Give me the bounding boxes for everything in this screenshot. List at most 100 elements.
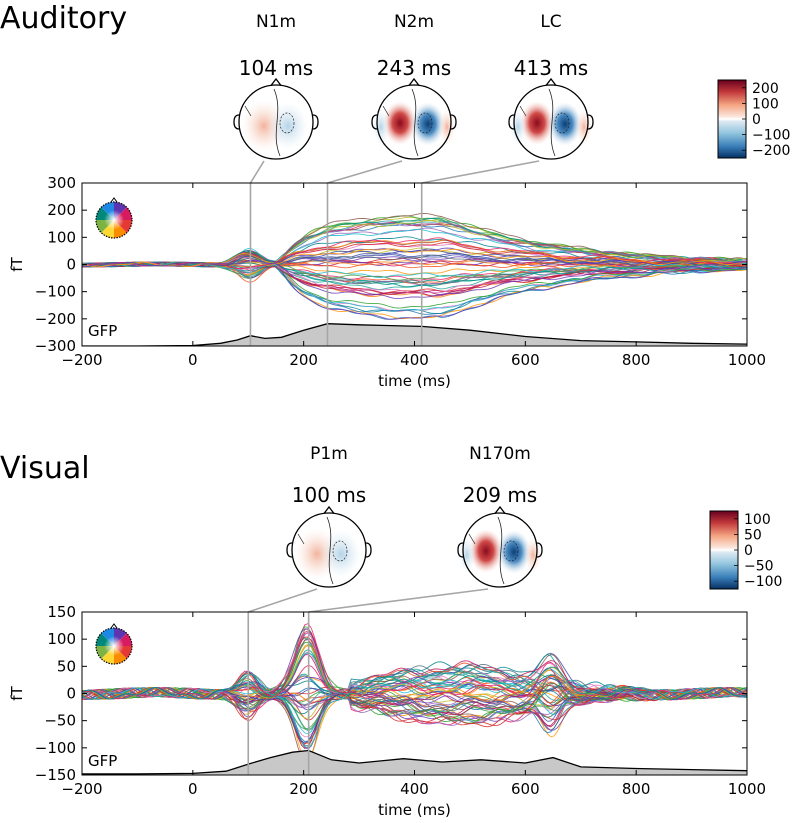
head-nose bbox=[270, 77, 282, 86]
topomap-positive-field bbox=[383, 101, 417, 145]
x-axis-label: time (ms) bbox=[378, 372, 451, 390]
head-nose bbox=[408, 77, 420, 86]
head-outline bbox=[238, 84, 314, 160]
colorbar-tick-label: 0 bbox=[752, 112, 761, 128]
channel-legend-center bbox=[104, 210, 124, 230]
head-nose bbox=[494, 505, 506, 514]
topomap-contour bbox=[382, 105, 390, 117]
topomap-contour bbox=[554, 112, 570, 134]
x-tick-label: −200 bbox=[61, 351, 102, 369]
sensor-trace bbox=[82, 254, 747, 267]
y-tick-label: 100 bbox=[47, 228, 76, 246]
y-tick-label: −100 bbox=[35, 283, 76, 301]
head-ear-left bbox=[233, 114, 240, 130]
head-outline bbox=[462, 512, 538, 588]
head-ear-right bbox=[587, 114, 594, 130]
channel-legend-nose bbox=[110, 623, 118, 629]
colorbar-tick-label: 0 bbox=[744, 543, 753, 559]
component-latency: 209 ms bbox=[463, 483, 537, 507]
gfp-line bbox=[82, 323, 747, 346]
head-ear-left bbox=[457, 542, 464, 558]
y-axis-label: fT bbox=[8, 685, 26, 700]
panel-title: Auditory bbox=[0, 1, 127, 36]
colorbar-tick-label: −100 bbox=[744, 574, 782, 590]
plot-area bbox=[82, 623, 747, 775]
gfp-label: GFP bbox=[88, 752, 117, 770]
x-tick-label: 400 bbox=[400, 351, 429, 369]
topomap-n1m bbox=[233, 77, 319, 165]
topomap-contour bbox=[244, 105, 252, 117]
x-tick-label: 200 bbox=[289, 351, 318, 369]
sensor-trace bbox=[82, 260, 747, 300]
sensor-trace bbox=[82, 641, 747, 722]
y-tick-label: 100 bbox=[47, 630, 76, 648]
topomap-connector bbox=[327, 160, 403, 184]
topomap-contour bbox=[468, 533, 476, 545]
x-tick-label: 200 bbox=[289, 780, 318, 798]
topomap-n2m bbox=[371, 77, 457, 165]
topomap-connector bbox=[308, 588, 489, 613]
sensor-trace bbox=[82, 639, 747, 718]
sensor-trace bbox=[82, 248, 747, 267]
y-tick-label: 50 bbox=[57, 657, 76, 675]
y-tick-label: 0 bbox=[66, 685, 76, 703]
gfp-area bbox=[82, 323, 747, 346]
sensor-trace bbox=[82, 248, 747, 268]
y-tick-label: −100 bbox=[35, 739, 76, 757]
component-name: N170m bbox=[469, 444, 531, 464]
colorbar-tick-label: 100 bbox=[752, 96, 779, 112]
topomap-negative-field bbox=[411, 102, 445, 146]
colorbar bbox=[717, 79, 747, 159]
head-ear-right bbox=[450, 114, 457, 130]
topomap-contour bbox=[519, 105, 527, 117]
gfp-line bbox=[82, 749, 747, 775]
x-axis-label: time (ms) bbox=[378, 801, 451, 819]
plot-area bbox=[82, 212, 747, 346]
x-tick-label: −200 bbox=[61, 780, 102, 798]
channel-legend-head bbox=[95, 201, 133, 239]
x-tick-label: 800 bbox=[622, 351, 651, 369]
topomap-negative-field bbox=[268, 102, 308, 150]
y-tick-label: −200 bbox=[35, 310, 76, 328]
head-ear-left bbox=[508, 114, 515, 130]
x-tick-label: 1000 bbox=[728, 351, 766, 369]
topomap-n170m bbox=[457, 505, 543, 593]
sensor-trace bbox=[82, 687, 747, 744]
component-latency: 413 ms bbox=[514, 56, 588, 80]
topomap-contour bbox=[417, 112, 433, 134]
colorbar-tick-label: −50 bbox=[744, 559, 774, 575]
head-ear-left bbox=[371, 114, 378, 130]
topomap-negative-field bbox=[548, 102, 582, 146]
head-ear-right bbox=[312, 114, 319, 130]
topomap-contour bbox=[548, 88, 556, 157]
sensor-trace bbox=[82, 679, 747, 749]
channel-legend-head bbox=[95, 627, 133, 665]
topomap-connector bbox=[249, 160, 265, 184]
topomap-contour bbox=[332, 540, 348, 562]
topomap-contour bbox=[279, 112, 295, 134]
head-outline bbox=[291, 512, 367, 588]
head-nose bbox=[545, 77, 557, 86]
topomap-contour bbox=[411, 88, 419, 157]
sensor-trace bbox=[82, 649, 747, 700]
gfp-label: GFP bbox=[88, 322, 117, 340]
colorbar-tick-label: −200 bbox=[752, 143, 790, 159]
x-tick-label: 600 bbox=[511, 351, 540, 369]
component-name: N1m bbox=[256, 12, 296, 32]
y-tick-label: 200 bbox=[47, 201, 76, 219]
topomap-contour bbox=[273, 88, 281, 157]
component-name: LC bbox=[540, 12, 561, 32]
panel-title: Visual bbox=[0, 451, 90, 486]
y-tick-label: −50 bbox=[44, 712, 76, 730]
x-tick-label: 0 bbox=[188, 780, 198, 798]
y-tick-label: 300 bbox=[47, 174, 76, 192]
colorbar-tick-label: −100 bbox=[752, 128, 790, 144]
topomap-contour bbox=[503, 540, 519, 562]
topomap-p1m bbox=[286, 505, 372, 593]
component-latency: 100 ms bbox=[292, 483, 366, 507]
topomap-contour bbox=[497, 516, 505, 585]
topomap-positive-field bbox=[469, 529, 503, 573]
x-tick-label: 1000 bbox=[728, 780, 766, 798]
